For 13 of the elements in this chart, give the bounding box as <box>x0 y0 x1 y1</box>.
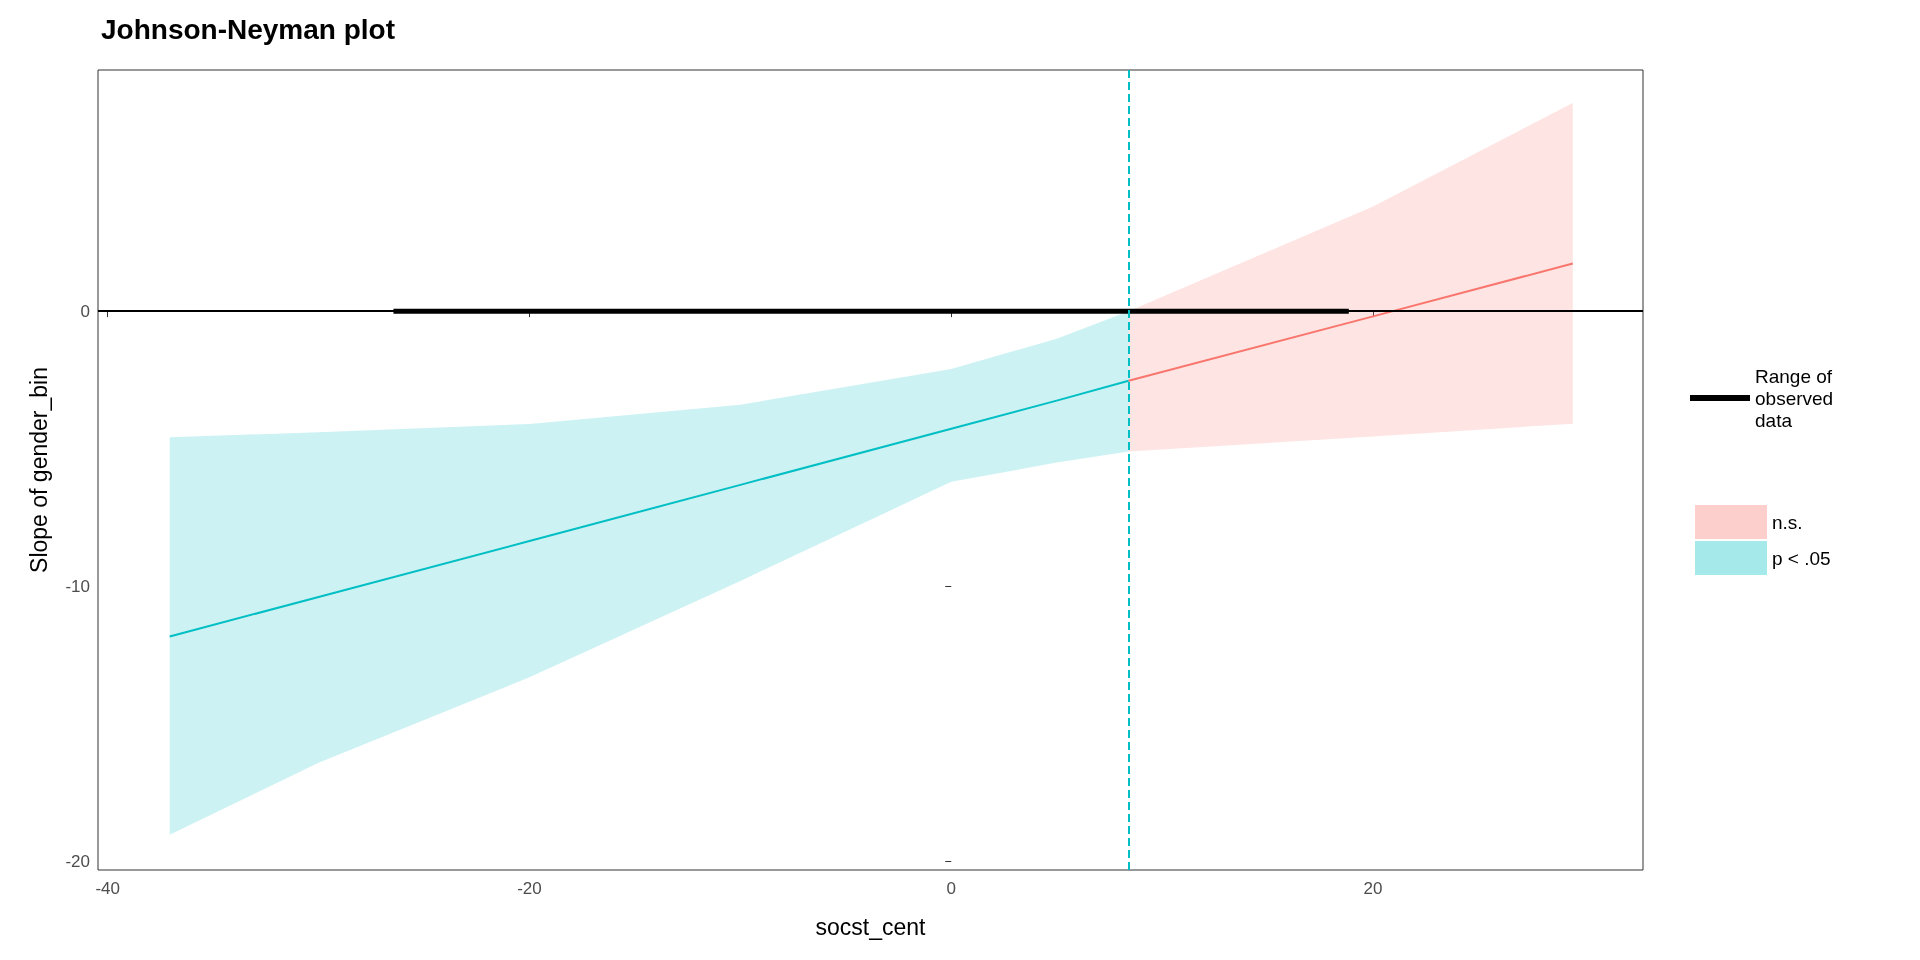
legend-label: p < .05 <box>1772 547 1831 569</box>
x-tick-label: 20 <box>1363 879 1383 898</box>
legend-label: n.s. <box>1772 511 1803 533</box>
x-tick-label: 0 <box>946 879 957 898</box>
y-axis-title: Slope of gender_bin <box>25 367 52 573</box>
y-tick-label: 0 <box>80 301 90 321</box>
x-tick-label: -40 <box>95 879 120 898</box>
x-axis-title: socst_cent <box>815 913 927 940</box>
y-tick-label: -10 <box>65 576 90 596</box>
legend-label: Range of observed data <box>1755 365 1839 431</box>
chart-title: Johnson-Neyman plot <box>101 13 396 45</box>
x-tick-label: -20 <box>517 879 542 898</box>
y-tick-label: -20 <box>65 852 90 872</box>
